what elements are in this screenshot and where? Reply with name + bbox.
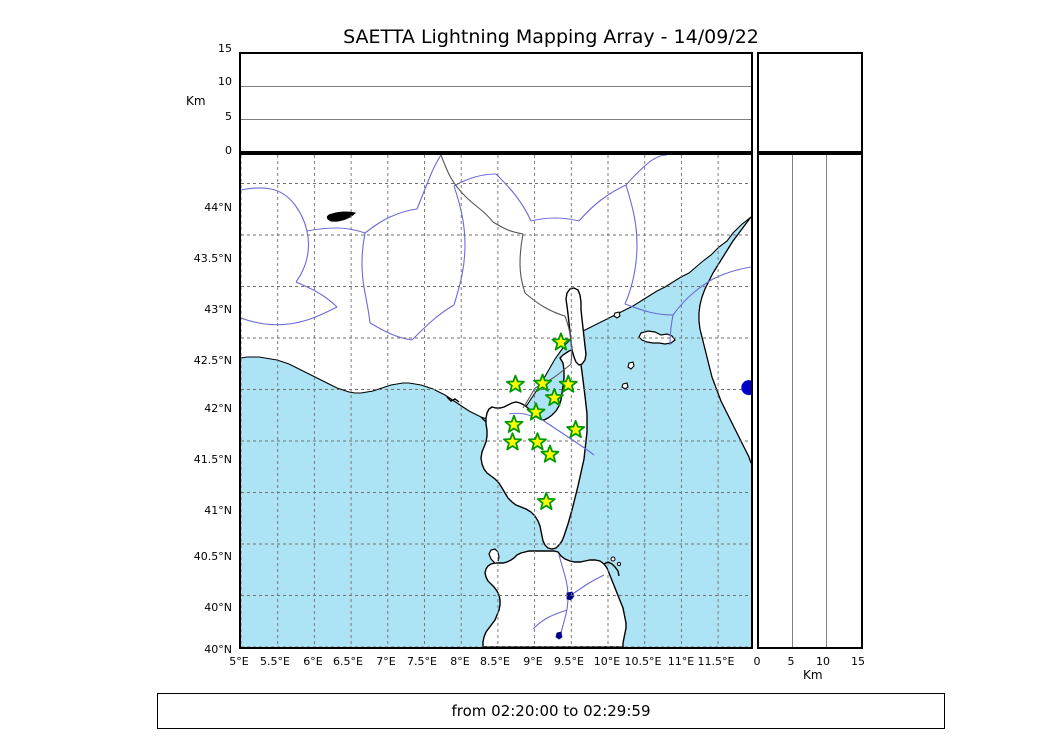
tick-lat-43: 42.5°N (193, 354, 232, 367)
tick-lon-6.5: 6.5°E (333, 655, 363, 668)
panel-altitude-vs-longitude[interactable] (239, 52, 753, 153)
tick-lat-40: 40°N (204, 643, 232, 656)
tick-right-0: 0 (753, 655, 761, 668)
tick-lat-44.5: 44°N (204, 201, 232, 214)
top-panel-plot-area (241, 54, 751, 151)
lake-north (326, 211, 356, 222)
panel-latitude-vs-altitude[interactable] (757, 153, 863, 649)
gridline-10km (241, 86, 751, 88)
station-marker (504, 414, 524, 433)
tick-lon-7.5: 7.5°E (407, 655, 437, 668)
tick-lon-9.5: 9.5°E (554, 655, 584, 668)
station-marker (503, 432, 522, 451)
station-markers (503, 332, 586, 511)
landmass-sardinia (482, 548, 627, 647)
map-gridlines (241, 155, 751, 647)
gridline-10km-vertical (826, 155, 827, 647)
status-bar[interactable]: from 02:20:00 to 02:29:59 (157, 693, 945, 729)
station-marker (528, 432, 547, 451)
axis-label-km-horizontal: Km (803, 668, 823, 682)
tick-lon-6: 6°E (303, 655, 323, 668)
status-bar-text: from 02:20:00 to 02:29:59 (451, 702, 651, 720)
tick-top-10: 10 (218, 75, 232, 88)
tick-lat-40.5: 40°N (204, 601, 232, 614)
station-marker (526, 402, 546, 421)
river-corsica (540, 418, 595, 456)
lightning-source-marker (741, 380, 751, 396)
station-marker (505, 374, 525, 393)
page-title: SAETTA Lightning Mapping Array - 14/09/2… (343, 26, 759, 48)
axis-label-km-vertical: Km (186, 94, 206, 108)
rivers-mainland (241, 155, 751, 346)
river-sardinia-3 (532, 609, 568, 630)
right-panel-plot-area (759, 155, 861, 647)
corner-panel-plot-area (759, 54, 861, 151)
station-marker (540, 444, 560, 463)
source-markers (741, 380, 751, 396)
tick-lon-8.5: 8.5°E (480, 655, 510, 668)
tick-lat-41.5: 41°N (204, 504, 232, 517)
gridline-5km (241, 118, 751, 120)
map-graphics (241, 155, 751, 647)
tick-top-15: 15 (218, 42, 232, 55)
station-marker (533, 373, 553, 392)
panel-corner-blank[interactable] (757, 52, 863, 153)
islands-tuscan-archipelago (613, 311, 676, 390)
tick-top-5: 5 (225, 110, 232, 123)
gridline-5km-vertical (792, 155, 794, 647)
political-borders (440, 155, 573, 409)
tick-lat-43.5: 43°N (204, 303, 232, 316)
tick-lat-42.5: 42°N (204, 402, 232, 415)
tick-lon-11: 11°E (667, 655, 695, 668)
tick-top-0: 0 (225, 144, 232, 157)
tick-lon-11.5: 11.5°E (697, 655, 735, 668)
station-marker (551, 332, 571, 351)
panel-map-longitude-latitude[interactable] (239, 153, 753, 649)
station-marker (558, 374, 578, 393)
river-sardinia-2 (567, 574, 605, 598)
station-marker (566, 419, 586, 438)
tick-right-10: 10 (816, 655, 830, 668)
tick-lat-42: 41.5°N (193, 453, 232, 466)
tick-lon-8: 8°E (450, 655, 470, 668)
station-marker (536, 491, 556, 511)
tick-lon-5: 5°E (229, 655, 249, 668)
tick-lon-7: 7°E (376, 655, 396, 668)
tick-lon-5.5: 5.5°E (260, 655, 290, 668)
tick-lon-9: 9°E (523, 655, 543, 668)
tick-right-5: 5 (787, 655, 795, 668)
coastline-mainland (241, 216, 751, 421)
tick-lon-10.5: 10.5°E (624, 655, 662, 668)
station-marker (544, 388, 564, 407)
tick-lat-41: 40.5°N (193, 550, 232, 563)
tick-right-15: 15 (851, 655, 865, 668)
tick-lat-44: 43.5°N (193, 252, 232, 265)
landmass-mainland (241, 155, 751, 420)
tick-lon-10: 10°E (593, 655, 621, 668)
